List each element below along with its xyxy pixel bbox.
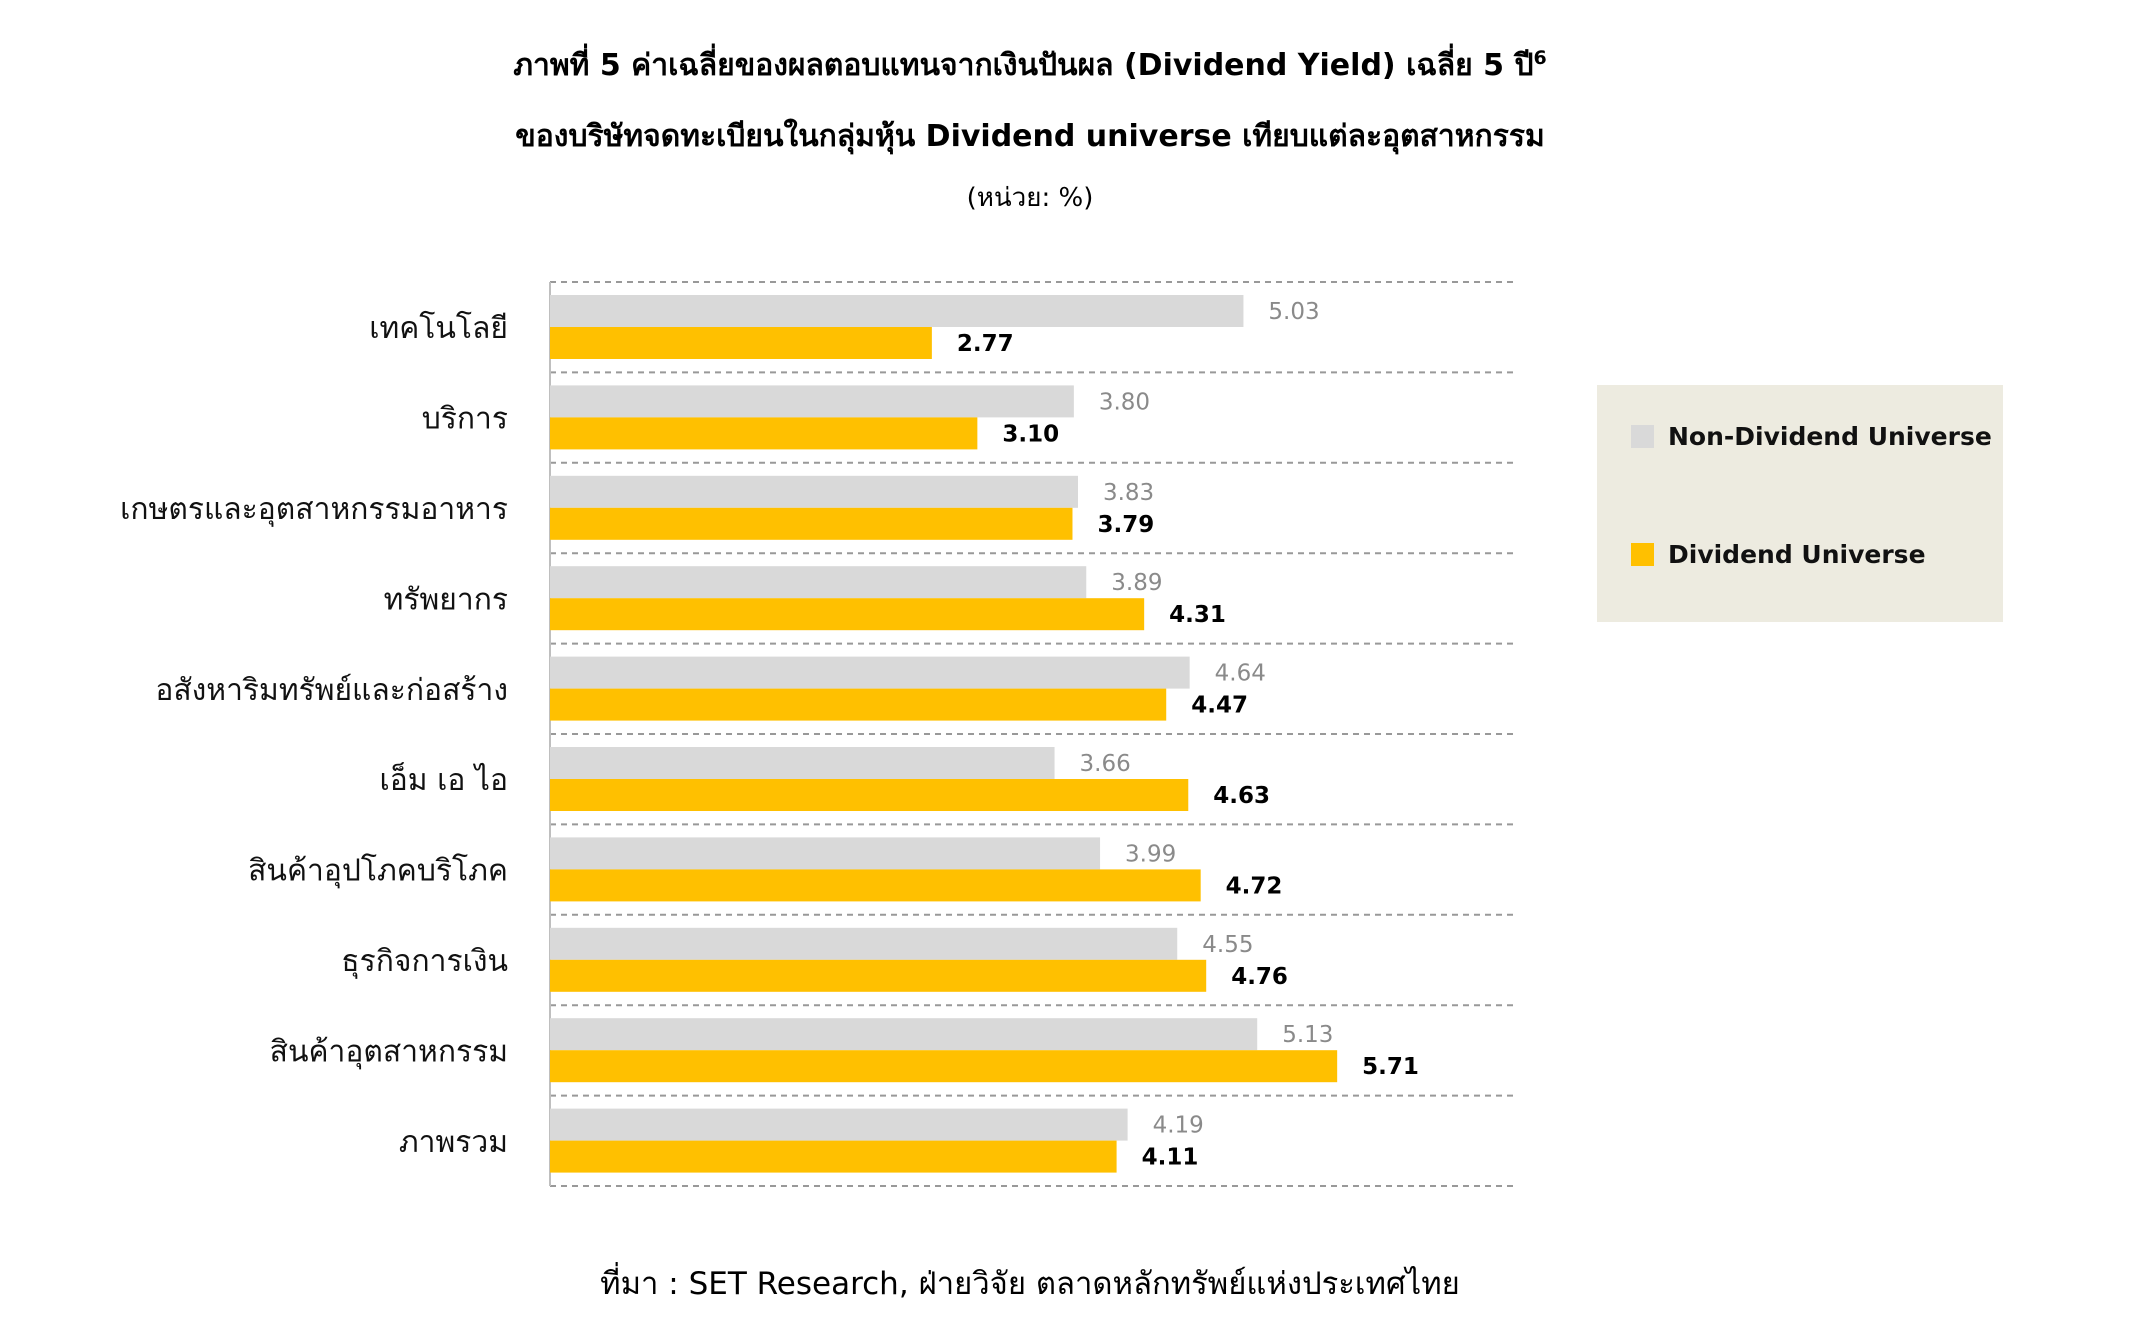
bar-non-dividend [550,837,1101,870]
data-label-dividend: 4.63 [1213,783,1270,809]
bar-dividend [550,688,1167,721]
bar-non-dividend [550,295,1244,327]
bar-dividend [550,417,978,450]
bar-dividend [550,869,1201,902]
data-label-non-dividend: 5.03 [1268,299,1319,325]
data-label-non-dividend: 4.55 [1202,932,1253,958]
category-label: ธุรกิจการเงิน [341,944,508,980]
category-label: สินค้าอุปโภคบริโภค [248,853,508,890]
bar-dividend [550,1050,1338,1083]
category-label: เอ็ม เอ ไอ [380,761,509,798]
bar-non-dividend [550,566,1087,599]
bar-dividend [550,959,1207,992]
legend-swatch-non-dividend [1631,425,1654,448]
bar-non-dividend [550,927,1178,960]
category-label: เกษตรและอุตสาหกรรมอาหาร [120,492,508,528]
chart-title-text: ภาพที่ 5 ค่าเฉลี่ยของผลตอบแทนจากเงินปันผ… [513,48,1534,83]
bar-dividend [550,779,1189,811]
chart-title: ภาพที่ 5 ค่าเฉลี่ยของผลตอบแทนจากเงินปันผ… [0,42,2060,89]
category-label: อสังหาริมทรัพย์และก่อสร้าง [155,673,508,708]
bar-non-dividend [550,1018,1258,1051]
legend-label-dividend: Dividend Universe [1668,540,1926,569]
category-label: ทรัพยากร [384,582,508,617]
category-label: บริการ [422,402,508,437]
category-label: เทคโนโลยี [369,310,508,346]
data-label-non-dividend: 3.66 [1080,751,1131,777]
data-label-dividend: 4.31 [1169,602,1226,628]
data-label-non-dividend: 4.19 [1153,1113,1204,1139]
legend: Non-Dividend Universe Dividend Universe [1597,385,2003,622]
bar-dividend [550,507,1073,540]
data-label-non-dividend: 5.13 [1282,1022,1333,1048]
legend-item-dividend: Dividend Universe [1631,540,1926,569]
source-note: ที่มา : SET Research, ฝ่ายวิจัย ตลาดหลัก… [600,1266,1460,1302]
bar-non-dividend [550,475,1078,508]
bar-dividend [550,1140,1117,1173]
chart-title-superscript: 6 [1533,47,1547,69]
bar-non-dividend [550,385,1074,418]
category-label: ภาพรวม [399,1125,508,1160]
data-label-dividend: 3.10 [1002,421,1059,447]
legend-item-non-dividend: Non-Dividend Universe [1631,422,1992,451]
data-label-dividend: 2.77 [957,331,1014,357]
data-label-non-dividend: 4.64 [1215,661,1266,687]
bar-non-dividend [550,656,1190,689]
data-label-dividend: 5.71 [1362,1054,1419,1080]
data-label-dividend: 4.72 [1226,873,1283,899]
legend-label-non-dividend: Non-Dividend Universe [1668,422,1992,451]
legend-swatch-dividend [1631,543,1654,566]
data-label-dividend: 4.47 [1191,693,1248,719]
category-label: สินค้าอุตสาหกรรม [270,1034,508,1070]
data-label-non-dividend: 3.89 [1111,570,1162,596]
data-label-non-dividend: 3.80 [1099,389,1150,415]
data-label-dividend: 3.79 [1097,512,1154,538]
data-label-dividend: 4.11 [1142,1145,1199,1171]
bar-non-dividend [550,1108,1128,1141]
bar-non-dividend [550,747,1055,779]
data-label-dividend: 4.76 [1231,964,1288,990]
data-label-non-dividend: 3.99 [1125,841,1176,867]
bar-dividend [550,598,1145,631]
chart-subtitle: ของบริษัทจดทะเบียนในกลุ่มหุ้น Dividend u… [515,119,1545,154]
bar-dividend [550,327,932,359]
data-label-non-dividend: 3.83 [1103,480,1154,506]
unit-label: (หน่วย: %) [966,183,1094,213]
